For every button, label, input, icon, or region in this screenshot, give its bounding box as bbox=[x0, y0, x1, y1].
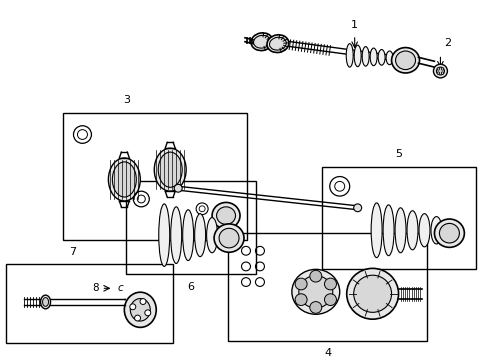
Circle shape bbox=[324, 294, 336, 306]
Circle shape bbox=[436, 72, 439, 74]
Text: 8: 8 bbox=[92, 283, 99, 293]
Bar bbox=[6, 265, 173, 343]
Ellipse shape bbox=[214, 224, 244, 252]
Text: c: c bbox=[117, 283, 123, 293]
Ellipse shape bbox=[406, 211, 417, 250]
Ellipse shape bbox=[369, 48, 376, 66]
Ellipse shape bbox=[212, 202, 240, 229]
Circle shape bbox=[324, 278, 336, 290]
Ellipse shape bbox=[291, 269, 339, 314]
Ellipse shape bbox=[394, 208, 405, 253]
Ellipse shape bbox=[154, 148, 186, 191]
Ellipse shape bbox=[108, 158, 140, 201]
Circle shape bbox=[441, 72, 443, 74]
Circle shape bbox=[144, 310, 150, 316]
Circle shape bbox=[140, 298, 146, 305]
Ellipse shape bbox=[346, 44, 352, 67]
Circle shape bbox=[129, 304, 136, 310]
Ellipse shape bbox=[382, 205, 393, 256]
Circle shape bbox=[134, 315, 140, 321]
Ellipse shape bbox=[370, 203, 381, 258]
Text: 4: 4 bbox=[324, 348, 331, 359]
Ellipse shape bbox=[346, 268, 398, 319]
Bar bbox=[227, 233, 427, 341]
Circle shape bbox=[309, 270, 321, 282]
Ellipse shape bbox=[112, 162, 136, 197]
Ellipse shape bbox=[430, 217, 441, 244]
Ellipse shape bbox=[362, 46, 368, 66]
Ellipse shape bbox=[377, 50, 385, 65]
Circle shape bbox=[174, 184, 182, 192]
Ellipse shape bbox=[439, 224, 458, 243]
Ellipse shape bbox=[391, 48, 419, 73]
Ellipse shape bbox=[183, 210, 193, 261]
Bar bbox=[321, 167, 475, 269]
Ellipse shape bbox=[386, 51, 392, 65]
Text: 3: 3 bbox=[123, 95, 130, 105]
Text: 1: 1 bbox=[350, 20, 357, 30]
Ellipse shape bbox=[269, 37, 286, 50]
Circle shape bbox=[432, 64, 447, 78]
Circle shape bbox=[436, 68, 439, 70]
Ellipse shape bbox=[158, 152, 182, 187]
Circle shape bbox=[295, 278, 306, 290]
Ellipse shape bbox=[124, 292, 156, 327]
Circle shape bbox=[436, 67, 444, 75]
Ellipse shape bbox=[42, 298, 48, 306]
Ellipse shape bbox=[216, 207, 235, 224]
Ellipse shape bbox=[433, 219, 464, 247]
Ellipse shape bbox=[194, 214, 205, 257]
Ellipse shape bbox=[170, 207, 182, 264]
Text: 5: 5 bbox=[395, 149, 402, 159]
Circle shape bbox=[353, 204, 361, 212]
Ellipse shape bbox=[253, 35, 270, 48]
Bar bbox=[62, 113, 246, 240]
Circle shape bbox=[295, 294, 306, 306]
Ellipse shape bbox=[266, 35, 288, 53]
Text: 7: 7 bbox=[69, 247, 76, 257]
Bar bbox=[126, 181, 255, 274]
Ellipse shape bbox=[395, 51, 415, 69]
Text: 2: 2 bbox=[444, 37, 450, 48]
Ellipse shape bbox=[250, 33, 272, 51]
Ellipse shape bbox=[41, 295, 50, 309]
Ellipse shape bbox=[159, 204, 169, 266]
Ellipse shape bbox=[353, 45, 361, 67]
Ellipse shape bbox=[219, 228, 239, 248]
Ellipse shape bbox=[130, 298, 150, 321]
Text: 6: 6 bbox=[187, 282, 194, 292]
Ellipse shape bbox=[418, 214, 429, 247]
Ellipse shape bbox=[206, 217, 217, 253]
Ellipse shape bbox=[353, 275, 391, 312]
Circle shape bbox=[309, 302, 321, 313]
Circle shape bbox=[441, 68, 443, 70]
Ellipse shape bbox=[298, 276, 332, 308]
